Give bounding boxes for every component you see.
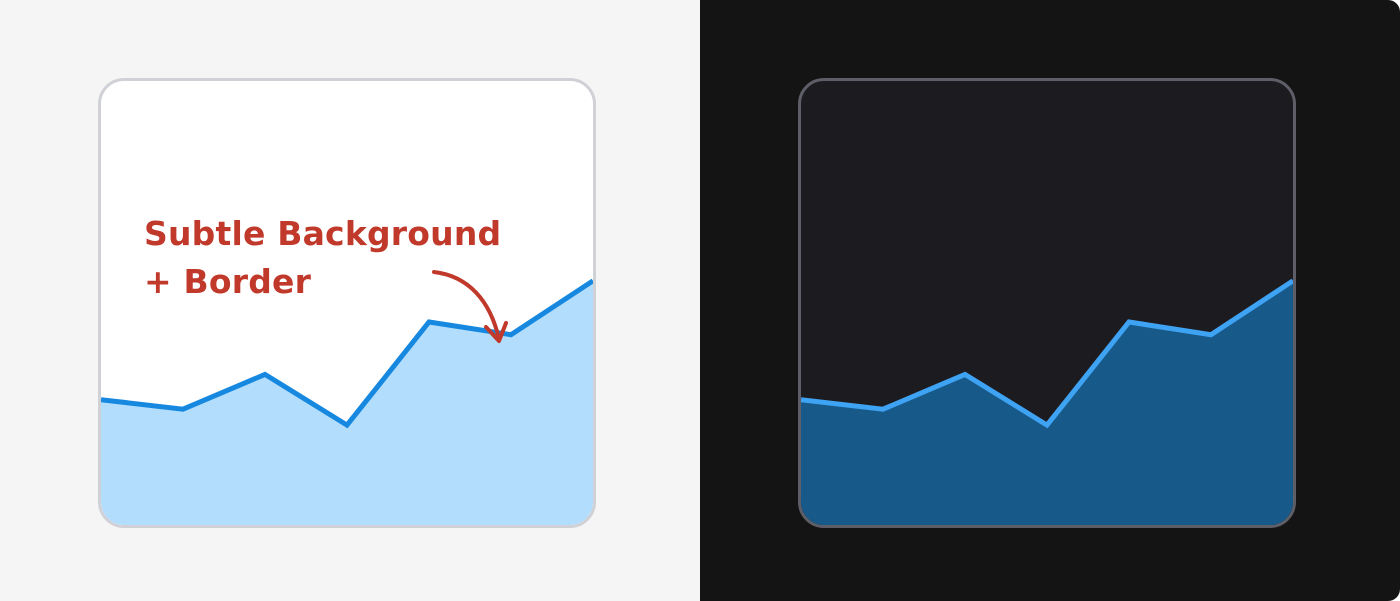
area-fill	[101, 280, 593, 525]
curved-arrow-icon	[432, 270, 508, 343]
dark-theme-panel	[700, 0, 1400, 601]
light-chart-card	[98, 78, 596, 528]
dark-area-chart	[801, 278, 1293, 525]
arrow-head	[484, 321, 508, 343]
annotation-line-2: + Border	[144, 262, 312, 301]
light-area-chart	[101, 278, 593, 525]
arrow-shaft	[432, 270, 501, 341]
dark-chart-card	[798, 78, 1296, 528]
annotation-label: Subtle Background + Border	[144, 210, 501, 306]
area-fill	[801, 280, 1293, 525]
light-theme-panel: Subtle Background + Border	[98, 78, 596, 528]
annotation-line-1: Subtle Background	[144, 214, 502, 253]
